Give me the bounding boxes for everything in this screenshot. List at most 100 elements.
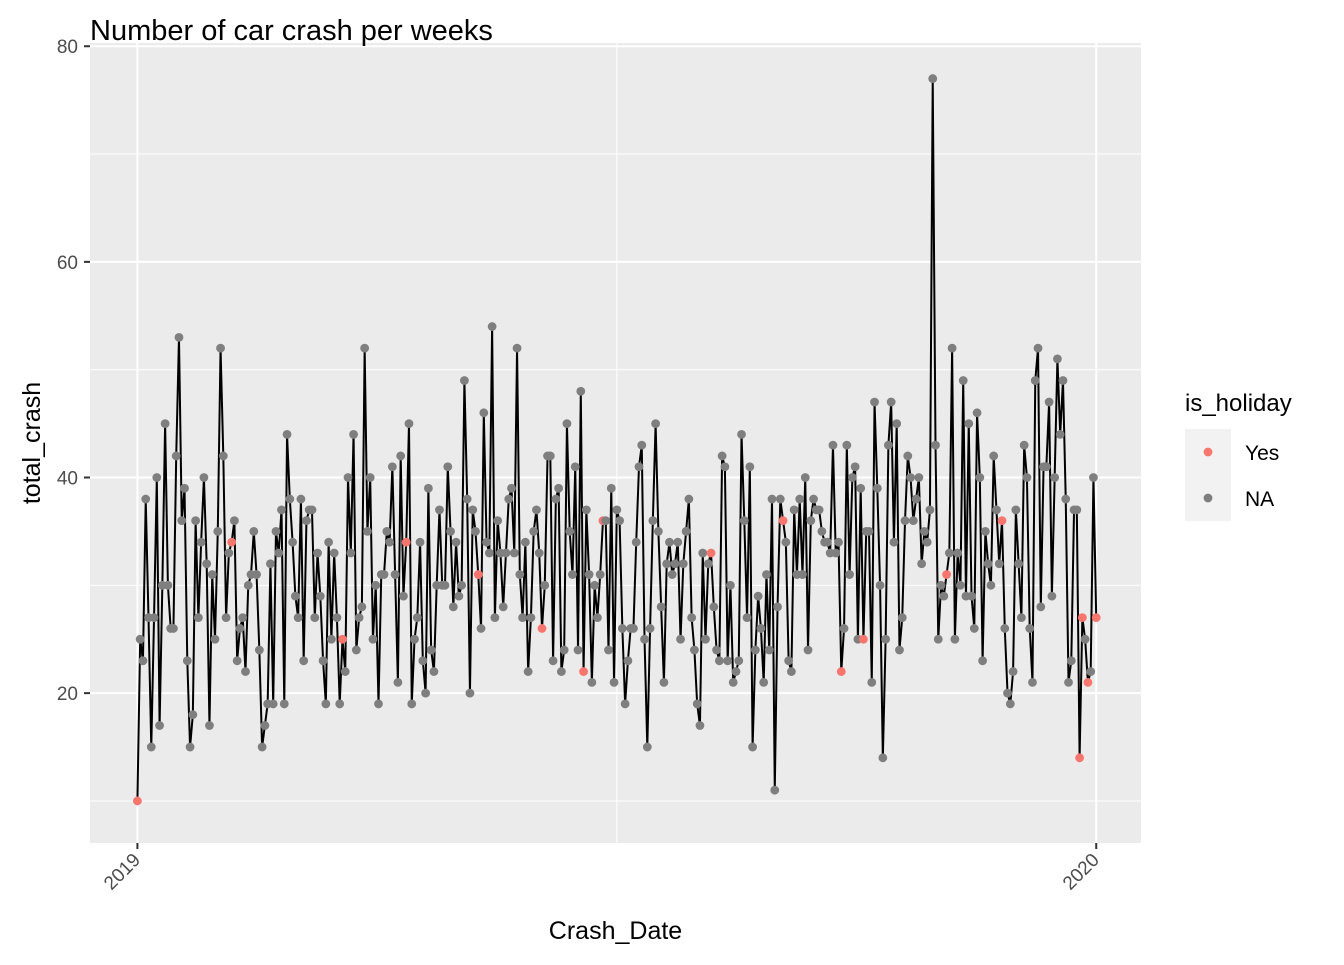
data-point — [850, 462, 860, 472]
data-point — [448, 602, 458, 612]
data-point — [465, 688, 475, 698]
data-point — [332, 613, 342, 623]
data-point — [232, 656, 242, 666]
data-point — [135, 634, 145, 644]
data-point — [257, 742, 267, 752]
data-point — [1008, 667, 1018, 676]
data-point — [1058, 376, 1068, 385]
chart-title: Number of car crash per weeks — [90, 15, 493, 47]
data-point — [324, 537, 334, 547]
data-point — [806, 516, 816, 526]
data-point — [593, 613, 602, 623]
data-point — [895, 645, 904, 655]
data-point — [742, 613, 752, 623]
data-point — [687, 613, 697, 623]
data-point — [828, 440, 838, 450]
data-point — [182, 656, 192, 666]
data-point — [809, 494, 818, 504]
data-point — [709, 602, 719, 612]
data-point — [193, 613, 203, 623]
data-point — [750, 645, 760, 655]
data-point — [387, 462, 397, 472]
data-point — [698, 548, 708, 558]
x-tick-label: 2019 — [100, 850, 145, 895]
data-point — [795, 494, 805, 504]
data-point — [365, 473, 375, 482]
data-point — [986, 580, 996, 590]
data-point — [775, 494, 785, 504]
data-point — [925, 505, 935, 515]
data-point — [983, 559, 993, 569]
y-tick-label: 20 — [57, 684, 78, 705]
data-point — [950, 634, 960, 644]
data-point — [462, 494, 472, 504]
data-point — [1019, 440, 1029, 450]
data-point — [881, 634, 891, 644]
data-point — [282, 429, 292, 439]
data-point — [457, 580, 467, 590]
data-point — [1036, 602, 1046, 612]
data-point — [313, 548, 322, 558]
data-point — [482, 537, 491, 547]
data-point — [349, 429, 358, 439]
data-point — [678, 559, 688, 569]
data-point — [631, 537, 641, 547]
data-point — [642, 742, 652, 752]
legend-key-marker — [1203, 447, 1213, 457]
data-point — [723, 656, 733, 666]
data-point — [290, 591, 300, 601]
data-point — [526, 613, 536, 623]
data-point — [268, 699, 278, 709]
data-point-holiday — [1083, 677, 1093, 687]
data-point — [753, 591, 763, 601]
data-point — [254, 645, 264, 655]
data-point — [712, 645, 721, 655]
data-point — [648, 516, 658, 526]
data-point — [498, 602, 508, 612]
data-point — [720, 462, 730, 472]
data-point — [548, 656, 558, 666]
data-point — [207, 570, 217, 579]
data-point — [169, 624, 178, 633]
data-point — [914, 473, 924, 482]
data-point — [241, 667, 250, 676]
data-point — [454, 591, 464, 601]
data-point — [188, 710, 198, 720]
data-point — [623, 656, 633, 666]
data-point — [701, 634, 710, 644]
data-point — [476, 624, 486, 633]
data-point — [992, 505, 1001, 515]
data-point — [296, 494, 306, 504]
data-point-holiday — [338, 634, 347, 644]
data-point — [886, 397, 896, 407]
data-point — [670, 559, 680, 569]
data-point — [900, 516, 910, 526]
data-point — [440, 580, 450, 590]
data-point — [922, 537, 932, 547]
data-point — [606, 483, 616, 493]
data-point — [676, 634, 685, 644]
data-point — [939, 591, 949, 601]
data-point — [534, 548, 544, 558]
data-point — [335, 699, 345, 709]
data-point — [958, 376, 968, 385]
data-point — [559, 645, 569, 655]
data-point — [446, 527, 455, 536]
data-point — [617, 624, 627, 633]
data-point — [903, 451, 913, 461]
data-point-holiday — [942, 570, 951, 579]
data-point — [944, 548, 954, 558]
data-point — [695, 721, 705, 730]
data-point — [839, 624, 849, 633]
data-point — [368, 634, 378, 644]
data-point-holiday — [836, 667, 846, 676]
data-point — [329, 548, 339, 558]
data-point — [374, 699, 383, 709]
data-point-holiday — [537, 624, 547, 633]
data-point — [1030, 376, 1040, 385]
data-point — [351, 645, 361, 655]
data-point — [185, 742, 195, 752]
data-point — [659, 677, 669, 687]
data-point — [1044, 397, 1054, 407]
data-point — [490, 613, 500, 623]
